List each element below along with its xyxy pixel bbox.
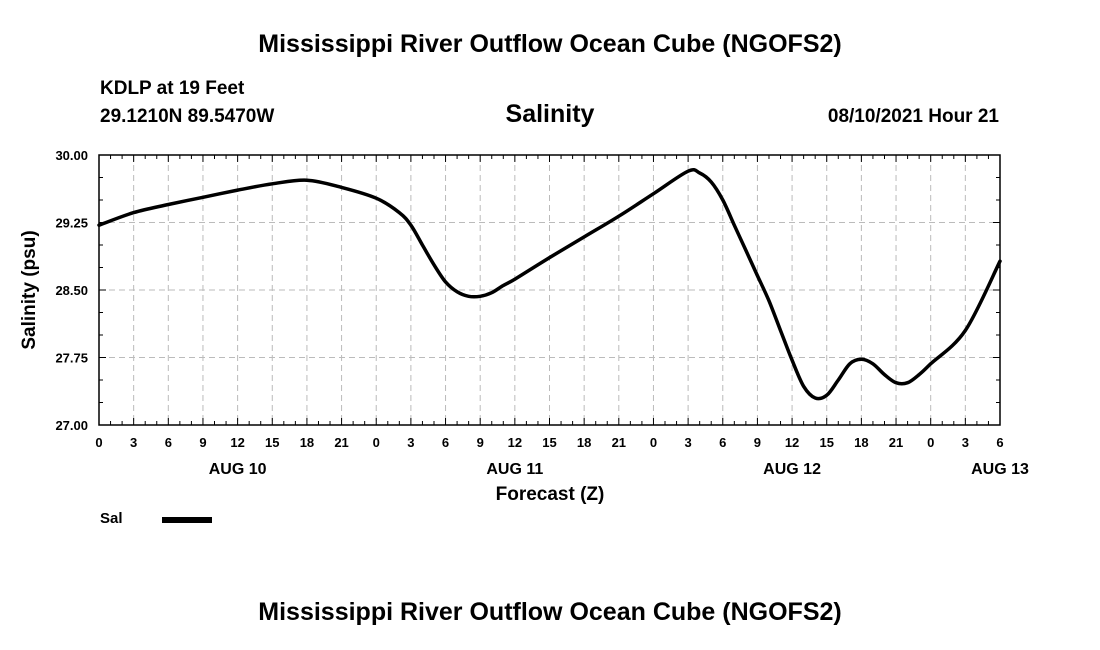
x-tick-label: 9	[199, 435, 206, 450]
plot-frame	[98, 154, 1001, 426]
grid-lines	[99, 155, 1000, 425]
legend-label: Sal	[100, 510, 123, 527]
x-tick-label: 3	[684, 435, 691, 450]
forecast-datetime: 08/10/2021 Hour 21	[827, 106, 999, 127]
x-tick-label: 12	[785, 435, 799, 450]
day-label: AUG 13	[971, 461, 1029, 478]
y-tick-label: 30.00	[55, 148, 88, 163]
legend-swatch	[162, 517, 212, 523]
x-tick-label: 0	[927, 435, 934, 450]
station-label: KDLP at 19 Feet	[100, 78, 245, 99]
x-tick-label: 3	[407, 435, 414, 450]
x-tick-label: 9	[477, 435, 484, 450]
y-tick-label: 27.75	[55, 351, 88, 366]
x-tick-label: 15	[542, 435, 556, 450]
x-tick-label: 0	[650, 435, 657, 450]
day-label: AUG 11	[486, 461, 543, 478]
x-tick-label: 15	[819, 435, 833, 450]
station-coordinates: 29.1210N 89.5470W	[100, 106, 275, 127]
y-tick-label: 27.00	[55, 418, 88, 433]
x-tick-label: 6	[996, 435, 1003, 450]
chart-subtitle: Salinity	[505, 100, 595, 128]
x-tick-label: 15	[265, 435, 279, 450]
y-axis-label: Salinity (psu)	[19, 230, 40, 349]
day-label: AUG 10	[209, 461, 267, 478]
x-axis-label: Forecast (Z)	[496, 484, 605, 505]
x-tick-label: 0	[373, 435, 380, 450]
x-tick-label: 6	[165, 435, 172, 450]
y-tick-label: 28.50	[55, 283, 88, 298]
x-tick-label: 21	[889, 435, 903, 450]
x-tick-label: 18	[577, 435, 591, 450]
x-tick-label: 21	[334, 435, 348, 450]
x-tick-label: 0	[95, 435, 102, 450]
day-label: AUG 12	[763, 461, 821, 478]
x-tick-label: 9	[754, 435, 761, 450]
x-tick-label: 6	[442, 435, 449, 450]
x-tick-label: 6	[719, 435, 726, 450]
x-tick-label: 12	[508, 435, 522, 450]
series-line-sal	[97, 168, 1002, 401]
y-tick-label: 29.25	[55, 216, 88, 231]
x-tick-label: 21	[612, 435, 626, 450]
x-tick-label: 12	[230, 435, 244, 450]
footer-title: Mississippi River Outflow Ocean Cube (NG…	[258, 598, 842, 626]
x-tick-label: 18	[300, 435, 314, 450]
x-tick-label: 3	[962, 435, 969, 450]
chart-title: Mississippi River Outflow Ocean Cube (NG…	[258, 30, 842, 58]
x-tick-label: 3	[130, 435, 137, 450]
x-tick-label: 18	[854, 435, 868, 450]
tick-labels: 0 3 6 9 12 15 18 21 0 3 6 9 12 15 18 21 0 3 6 9 12 15 18 21 0 3 6 A…	[55, 148, 1029, 478]
